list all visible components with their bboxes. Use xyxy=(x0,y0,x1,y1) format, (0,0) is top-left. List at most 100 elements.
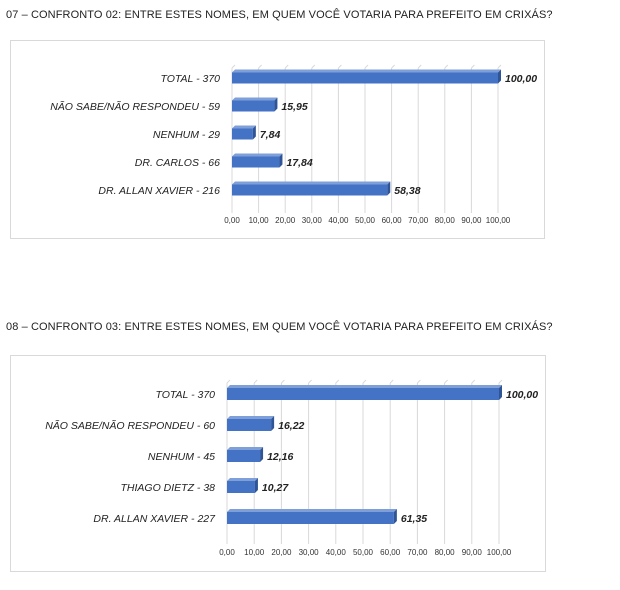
chart2-bar xyxy=(227,512,394,524)
chart2-value-label: 100,00 xyxy=(506,389,538,401)
chart2-category-label: NÃO SABE/NÃO RESPONDEU - 60 xyxy=(45,419,215,432)
chart2-bar-top xyxy=(227,478,258,481)
chart1-bar-end xyxy=(387,181,391,196)
chart1-gridline-depth xyxy=(311,64,316,69)
chart2-x-tick-label: 50,00 xyxy=(353,548,374,557)
chart1-value-label: 15,95 xyxy=(281,101,307,113)
chart2-value-label: 61,35 xyxy=(401,513,427,525)
chart1-value-label: 7,84 xyxy=(260,129,281,141)
chart2-gridline-depth xyxy=(253,379,258,384)
chart2-gridline-depth xyxy=(335,379,340,384)
chart2-category-label: THIAGO DIETZ - 38 xyxy=(120,482,215,494)
chart2-gridline-depth xyxy=(498,379,503,384)
chart1-bar-end xyxy=(274,97,278,112)
chart1-gridline-depth xyxy=(417,64,422,69)
chart2-x-tick-label: 40,00 xyxy=(326,548,347,557)
chart2-bar-top xyxy=(227,447,264,450)
chart2-value-label: 16,22 xyxy=(278,420,304,432)
chart1-gridline-depth xyxy=(284,64,289,69)
chart1-heading: 07 – CONFRONTO 02: ENTRE ESTES NOMES, EM… xyxy=(6,9,553,21)
chart1-value-label: 58,38 xyxy=(394,185,420,197)
chart2-x-tick-label: 0,00 xyxy=(219,548,235,557)
chart1-bar-end xyxy=(252,125,256,140)
chart1-bar-top xyxy=(232,181,391,185)
chart1-bar xyxy=(232,184,388,196)
chart2-x-tick-label: 100,00 xyxy=(487,548,512,557)
chart1-gridline-depth xyxy=(444,64,449,69)
chart2-gridline-depth xyxy=(471,379,476,384)
chart2-gridline-depth xyxy=(444,379,448,384)
chart2-gridline-depth xyxy=(226,379,231,384)
chart1-bar xyxy=(232,156,280,168)
chart2-bar-end xyxy=(393,509,397,524)
chart2-bar xyxy=(227,388,499,400)
chart2-gridline-depth xyxy=(417,379,421,384)
chart2-gridline-depth xyxy=(362,379,367,384)
chart1-bar xyxy=(232,128,253,140)
chart2-x-tick-label: 70,00 xyxy=(407,548,428,557)
chart1-bar-end xyxy=(498,69,501,84)
chart1-category-label: DR. CARLOS - 66 xyxy=(135,157,220,169)
chart2-bar xyxy=(227,481,255,493)
chart2-x-tick-label: 80,00 xyxy=(435,548,456,557)
chart1-x-tick-label: 0,00 xyxy=(224,216,240,225)
chart1-category-label: TOTAL - 370 xyxy=(160,73,220,85)
chart1-bar-end xyxy=(279,153,283,168)
chart2-bar xyxy=(227,450,261,462)
chart2-bar-end xyxy=(271,416,275,431)
chart1-value-label: 100,00 xyxy=(505,73,537,85)
chart1-x-tick-label: 50,00 xyxy=(355,216,376,225)
chart1-category-label: NÃO SABE/NÃO RESPONDEU - 59 xyxy=(50,100,220,113)
chart2-category-label: TOTAL - 370 xyxy=(155,389,215,401)
chart1-gridline-depth xyxy=(471,64,475,69)
chart1-category-label: NENHUM - 29 xyxy=(153,129,220,141)
chart2-value-label: 10,27 xyxy=(262,482,289,494)
chart1-x-tick-label: 30,00 xyxy=(302,216,323,225)
chart2-bar-top xyxy=(227,509,397,512)
chart1-x-tick-label: 40,00 xyxy=(328,216,349,225)
chart2-x-tick-label: 90,00 xyxy=(462,548,483,557)
chart1-bar-top xyxy=(232,125,256,129)
chart2-category-label: DR. ALLAN XAVIER - 227 xyxy=(93,513,216,525)
chart1-bar xyxy=(232,100,275,112)
chart2-x-tick-label: 10,00 xyxy=(244,548,265,557)
chart1-gridline-depth xyxy=(338,64,342,69)
chart1-x-tick-label: 90,00 xyxy=(461,216,482,225)
chart1-svg: 0,00 10,00 20,00 30,00 40,00 50,00 60,00 70,00 8… xyxy=(50,64,537,225)
chart2-bar xyxy=(227,419,272,431)
chart1-panel: 0,00 10,00 20,00 30,00 40,00 50,00 60,00 70,00 8… xyxy=(10,40,545,239)
chart2-value-label: 12,16 xyxy=(267,451,293,463)
chart2-gridline-depth xyxy=(389,379,394,384)
chart1-gridline-depth xyxy=(258,64,262,69)
chart1-x-tick-label: 100,00 xyxy=(486,216,511,225)
chart1-x-tick-label: 10,00 xyxy=(249,216,270,225)
chart1-x-tick-label: 70,00 xyxy=(408,216,429,225)
chart2-category-label: NENHUM - 45 xyxy=(148,451,215,463)
chart2-bar-end xyxy=(254,478,258,493)
chart1-bar xyxy=(232,72,498,84)
chart1-bar-top xyxy=(232,97,278,101)
chart1-category-label: DR. ALLAN XAVIER - 216 xyxy=(98,185,220,197)
chart2-x-tick-label: 20,00 xyxy=(271,548,292,557)
chart1-x-tick-label: 20,00 xyxy=(275,216,296,225)
chart1-gridline-depth xyxy=(364,64,369,69)
chart2-x-tick-label: 30,00 xyxy=(299,548,320,557)
chart2-heading: 08 – CONFRONTO 03: ENTRE ESTES NOMES, EM… xyxy=(6,321,553,333)
chart2-gridline-depth xyxy=(308,379,312,384)
chart2-bar-top xyxy=(227,416,275,419)
chart2-bar-end xyxy=(499,385,502,400)
chart1-gridline-depth xyxy=(391,64,395,69)
chart2-x-tick-label: 60,00 xyxy=(380,548,401,557)
chart1-bar-top xyxy=(232,153,283,157)
chart2-bar-top xyxy=(227,385,502,388)
chart2-gridline-depth xyxy=(281,379,285,384)
chart2-panel: 0,00 10,00 20,00 30,00 40,00 50,00 60,00 70,00 8… xyxy=(10,355,546,572)
chart1-x-tick-label: 60,00 xyxy=(382,216,403,225)
chart1-gridline-depth xyxy=(497,64,502,69)
chart2-svg: 0,00 10,00 20,00 30,00 40,00 50,00 60,00 70,00 8… xyxy=(45,379,538,557)
chart1-bar-top xyxy=(232,69,501,73)
chart2-bar-end xyxy=(260,447,264,462)
chart1-value-label: 17,84 xyxy=(286,157,312,169)
chart1-x-tick-label: 80,00 xyxy=(435,216,456,225)
chart1-gridline-depth xyxy=(231,64,236,69)
